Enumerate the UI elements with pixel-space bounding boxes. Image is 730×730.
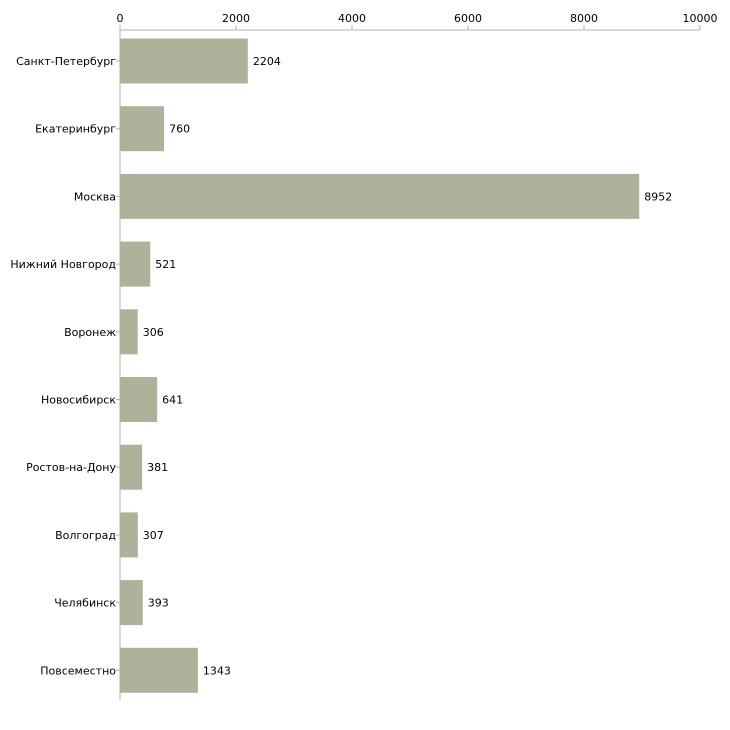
bar — [120, 173, 640, 219]
bar — [120, 241, 151, 287]
category-label: Новосибирск — [41, 394, 116, 407]
value-label: 2204 — [253, 55, 281, 68]
category-label: Санкт-Петербург — [16, 55, 116, 68]
category-label: Повсеместно — [40, 664, 116, 677]
value-label: 521 — [155, 258, 176, 271]
x-tick-label: 4000 — [338, 12, 366, 25]
category-label: Екатеринбург — [35, 123, 116, 136]
value-label: 641 — [162, 394, 183, 407]
bar — [120, 106, 165, 152]
bar — [120, 309, 138, 355]
value-label: 306 — [143, 326, 164, 339]
category-label: Нижний Новгород — [10, 258, 116, 271]
bar — [120, 38, 248, 84]
value-label: 381 — [147, 461, 168, 474]
x-tick-label: 10000 — [683, 12, 718, 25]
value-label: 1343 — [203, 664, 231, 677]
value-label: 760 — [169, 123, 190, 136]
bar — [120, 512, 138, 558]
x-tick-label: 0 — [117, 12, 124, 25]
category-label: Челябинск — [54, 597, 116, 610]
value-label: 8952 — [644, 190, 672, 203]
value-label: 307 — [143, 529, 164, 542]
value-label: 393 — [148, 597, 169, 610]
category-label: Воронеж — [64, 326, 116, 339]
category-label: Волгоград — [55, 529, 116, 542]
x-tick-label: 2000 — [222, 12, 250, 25]
bar — [120, 444, 143, 490]
category-label: Ростов-на-Дону — [26, 461, 116, 474]
bar — [120, 377, 158, 422]
bar — [120, 647, 198, 693]
category-label: Москва — [74, 190, 116, 203]
x-tick-label: 6000 — [454, 12, 482, 25]
bar — [120, 580, 143, 626]
x-tick-label: 8000 — [570, 12, 598, 25]
